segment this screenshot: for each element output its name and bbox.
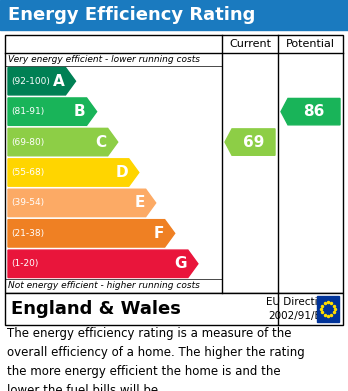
Text: F: F	[153, 226, 164, 241]
Polygon shape	[8, 68, 76, 95]
Text: 69: 69	[243, 135, 264, 150]
Text: (55-68): (55-68)	[11, 168, 44, 177]
Text: Potential: Potential	[286, 39, 335, 49]
Polygon shape	[8, 159, 139, 186]
Bar	[5, 293, 343, 325]
Text: (1-20): (1-20)	[11, 259, 38, 268]
Text: 86: 86	[303, 104, 325, 119]
Polygon shape	[281, 99, 340, 125]
Polygon shape	[8, 189, 156, 217]
Bar	[5, 35, 343, 293]
Text: B: B	[74, 104, 86, 119]
Bar	[317, 296, 339, 322]
Text: (39-54): (39-54)	[11, 198, 44, 208]
Text: Energy Efficiency Rating: Energy Efficiency Rating	[8, 6, 255, 24]
Polygon shape	[8, 220, 175, 247]
Polygon shape	[8, 250, 198, 278]
Text: (81-91): (81-91)	[11, 107, 44, 116]
Text: A: A	[53, 74, 64, 89]
Text: (92-100): (92-100)	[11, 77, 50, 86]
Text: EU Directive
2002/91/EC: EU Directive 2002/91/EC	[267, 298, 331, 321]
Polygon shape	[8, 98, 97, 126]
Text: G: G	[174, 256, 187, 271]
Text: D: D	[115, 165, 128, 180]
Text: Current: Current	[229, 39, 271, 49]
Text: Not energy efficient - higher running costs: Not energy efficient - higher running co…	[8, 282, 200, 291]
Polygon shape	[225, 129, 275, 155]
Polygon shape	[8, 128, 118, 156]
Text: (69-80): (69-80)	[11, 138, 44, 147]
Text: Very energy efficient - lower running costs: Very energy efficient - lower running co…	[8, 55, 200, 64]
Text: The energy efficiency rating is a measure of the
overall efficiency of a home. T: The energy efficiency rating is a measur…	[7, 327, 305, 391]
Text: C: C	[96, 135, 107, 150]
Text: England & Wales: England & Wales	[11, 300, 181, 318]
Text: E: E	[134, 196, 145, 210]
Text: (21-38): (21-38)	[11, 229, 44, 238]
Bar	[0, 0, 348, 30]
